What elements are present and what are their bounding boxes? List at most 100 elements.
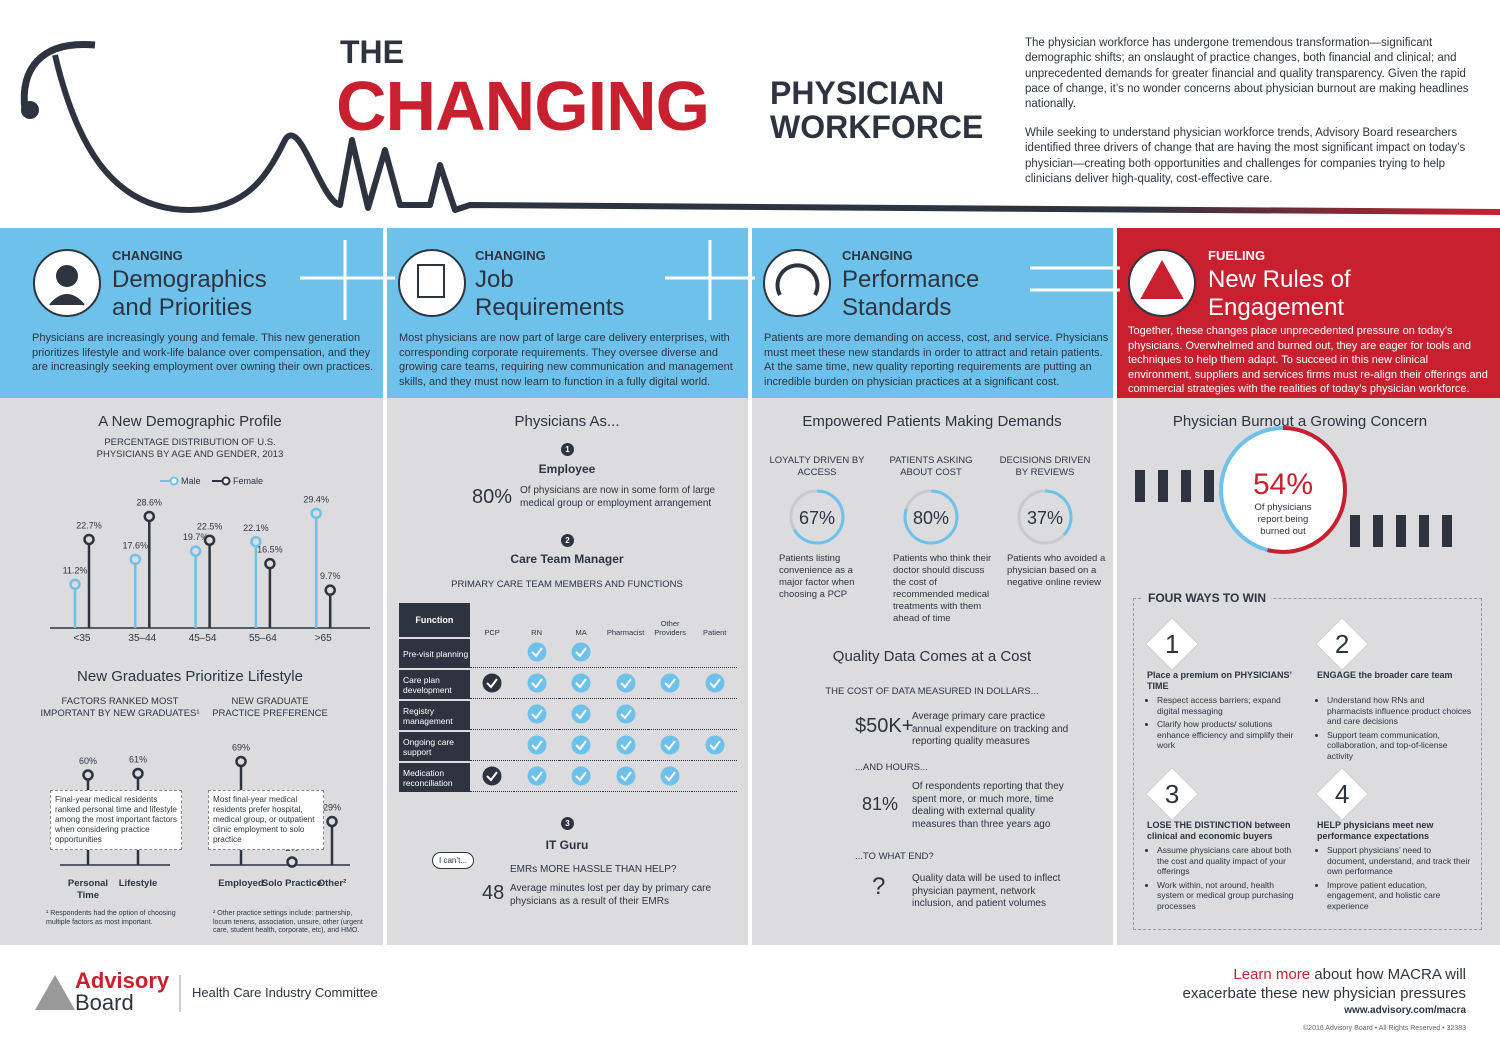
column-body: Together, these changes place unpreceden… [1128, 325, 1488, 395]
section-title: Physician Burnout a Growing Concern [1172, 413, 1428, 430]
table-cell [514, 670, 559, 699]
check-circle [482, 766, 502, 786]
table-header-cell: Pharmacist [606, 628, 645, 637]
stat: $50K+ [855, 715, 914, 737]
check-circle [527, 735, 547, 755]
check-icon [660, 766, 680, 786]
footnote: ¹ Respondents had the option of choosing… [46, 910, 176, 926]
column-heading: Job Requirements [475, 266, 625, 321]
table-cell [647, 670, 693, 699]
table-cell [692, 639, 737, 668]
check-circle [616, 673, 636, 693]
step-number: 3 [561, 817, 574, 830]
value-label: 17.6% [123, 540, 149, 550]
row-label: Registry management [399, 701, 470, 730]
step-title: IT Guru [545, 838, 589, 852]
lollipop-head [132, 767, 144, 780]
table-row: Ongoing care support [399, 732, 737, 761]
stat-text: Quality data will be used to inflect phy… [912, 873, 1061, 909]
title-changing: CHANGING [336, 67, 710, 145]
column-kicker: CHANGING [842, 248, 913, 263]
section-title: Physicians As... [514, 413, 620, 430]
chart-note: Most final-year medical residents prefer… [208, 790, 324, 850]
lollipop-head [235, 755, 247, 768]
lollipop-head [310, 507, 322, 520]
category-label: Solo Practice [261, 878, 323, 889]
category-label: 45–54 [189, 633, 217, 644]
person [1442, 515, 1452, 547]
table-cell [469, 763, 515, 792]
lollipop-head [129, 553, 142, 566]
table-cell [603, 701, 648, 730]
table-header-cell: Other Providers [654, 619, 686, 637]
check-icon [571, 766, 591, 786]
table-title: PRIMARY CARE TEAM MEMBERS AND FUNCTIONS [451, 579, 683, 590]
way-bullet: Assume physicians care about both the co… [1157, 845, 1302, 877]
way-heading: Place a premium on PHYSICIANS’ TIME [1147, 670, 1292, 691]
check-circle [527, 642, 547, 662]
value-label: 28.6% [137, 497, 163, 507]
table-header-cell: MA [575, 628, 587, 637]
intro-paragraph: While seeking to understand physician wo… [1025, 127, 1466, 185]
value-label: 19.7% [183, 532, 209, 542]
table-cell [469, 639, 515, 668]
check-icon [527, 673, 547, 693]
cta-link[interactable]: Learn more [1233, 966, 1311, 983]
person-icon [49, 294, 85, 306]
section-title: Quality Data Comes at a Cost [832, 648, 1032, 665]
table-cell [469, 701, 515, 730]
table-row: Registry management [399, 701, 737, 730]
way-number-text: 1 [1164, 629, 1180, 659]
stat-heading: EMRs MORE HASSLE THAN HELP? [510, 864, 677, 875]
column-kicker: CHANGING [112, 248, 183, 263]
icon-circle [763, 249, 831, 317]
burnout-text: Of physicians report being burned out [1254, 502, 1312, 537]
check-circle [571, 704, 591, 724]
row-label: Medication reconciliation [399, 763, 470, 792]
check-circle [705, 735, 725, 755]
way-bullet: Understand how RNs and pharmacists influ… [1327, 695, 1472, 727]
step-number: 1 [561, 443, 574, 456]
check-mark [530, 771, 543, 782]
table-cell [647, 639, 693, 668]
panel [752, 398, 1113, 945]
check-icon [571, 735, 591, 755]
committee: Health Care Industry Committee [192, 985, 378, 1000]
ways-title: FOUR WAYS TO WIN [1143, 591, 1272, 605]
check-mark [664, 771, 676, 782]
stat: 48 [482, 882, 505, 904]
check-circle [482, 673, 502, 693]
url[interactable]: www.advisory.com/macra [1344, 1005, 1466, 1016]
table-cell [647, 763, 693, 792]
table-row: Medication reconciliation [399, 763, 737, 792]
way-heading: ENGAGE the broader care team [1317, 670, 1453, 680]
way-bullet: Support team communication, collaboratio… [1327, 730, 1472, 762]
table-cell [469, 670, 515, 699]
check-mark [575, 709, 587, 720]
section-title: Empowered Patients Making Demands [802, 413, 1062, 430]
value-label: 22.1% [243, 523, 269, 533]
stat-text: Of respondents reporting that they spent… [912, 781, 1064, 830]
logo-mark [35, 975, 75, 1010]
donut-label: 80% [913, 508, 949, 528]
table-cell [514, 639, 559, 668]
check-mark [619, 771, 632, 782]
category-label: 55–64 [249, 633, 277, 644]
column-body: Most physicians are now part of large ca… [399, 332, 733, 388]
stat-text: Average primary care practice annual exp… [912, 711, 1069, 747]
way-bullet: Respect access barriers; expand digital … [1157, 695, 1302, 716]
logo-text: Advisory [75, 968, 170, 993]
panel [0, 398, 383, 945]
table-cell [692, 670, 737, 699]
value-label: 16.5% [257, 545, 283, 555]
category-label: >65 [315, 633, 332, 644]
stat-label: ...AND HOURS... [855, 762, 928, 773]
value-label: 9.7% [320, 571, 341, 581]
table-cell [692, 732, 737, 761]
table-cell [469, 732, 515, 761]
gauge-icon [775, 263, 820, 296]
lollipop-head [189, 545, 202, 557]
check-circle [616, 704, 636, 724]
donut-label: 67% [799, 508, 835, 528]
